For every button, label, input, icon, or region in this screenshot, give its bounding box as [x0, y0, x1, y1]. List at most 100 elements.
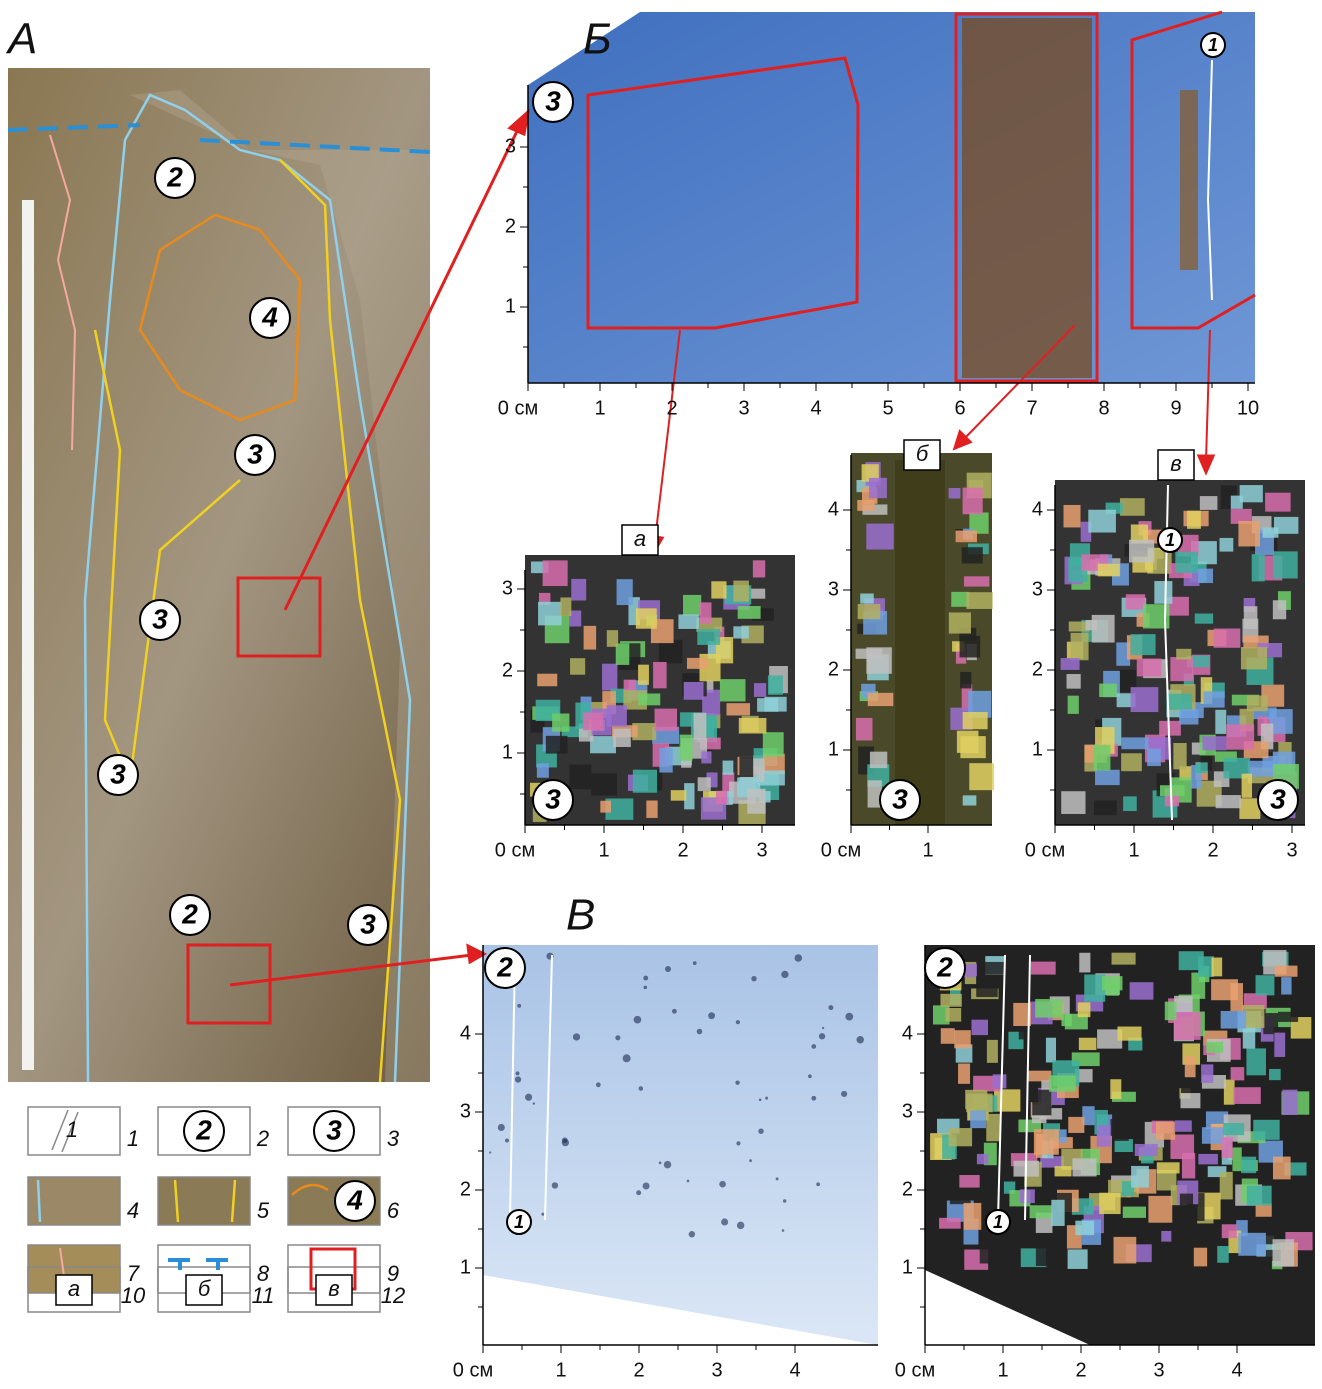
crystal: [569, 765, 591, 790]
crystal: [1170, 657, 1193, 681]
marker-label: 2: [166, 161, 183, 192]
x-tick-label: 3: [1286, 839, 1297, 861]
inclusion-band: [962, 18, 1092, 378]
inclusion: [672, 1009, 677, 1014]
crystal: [1231, 1067, 1245, 1080]
crystal: [1114, 1237, 1137, 1264]
x-tick-label: 2: [677, 839, 688, 861]
crystal: [1117, 1027, 1141, 1041]
crystal: [1112, 953, 1136, 965]
crystal: [701, 751, 711, 763]
inclusion: [644, 986, 648, 990]
crystal: [1123, 796, 1137, 811]
inclusion: [751, 976, 756, 981]
crystal: [646, 801, 657, 818]
crystal: [987, 1040, 998, 1063]
arrow-head: [510, 112, 528, 134]
inclusion: [498, 1124, 505, 1131]
crystal: [1273, 1157, 1291, 1180]
x-tick-label: 0 см: [495, 839, 535, 861]
crystal: [939, 1218, 961, 1229]
x-tick-label: 2: [1075, 1359, 1086, 1381]
crystal: [1241, 1157, 1256, 1174]
x-tick-label: 1: [594, 397, 605, 419]
crystal: [747, 789, 765, 814]
crystal: [584, 626, 597, 650]
crystal: [733, 581, 749, 602]
subpanel-label: б: [916, 441, 930, 466]
y-tick-label: 2: [902, 1178, 913, 1200]
x-tick-label: 4: [1231, 1359, 1242, 1381]
crystal: [1102, 976, 1122, 990]
crystal: [1061, 1014, 1071, 1026]
crystal: [1035, 999, 1062, 1018]
crystal: [1253, 1120, 1279, 1140]
crystal: [963, 488, 983, 515]
marker-label: 1: [514, 1212, 524, 1232]
crystal: [964, 1203, 982, 1230]
crystal: [716, 791, 727, 804]
x-tick-label: 1: [598, 839, 609, 861]
crystal: [1233, 1087, 1261, 1104]
panel-label: В: [566, 891, 595, 940]
crystal: [1174, 996, 1193, 1012]
inclusion: [489, 1151, 491, 1153]
crystal: [1098, 564, 1120, 577]
crystal: [1115, 1139, 1133, 1152]
marker-label: 1: [1165, 530, 1175, 550]
inclusion: [765, 1097, 768, 1100]
crystal: [954, 1030, 971, 1048]
y-tick-label: 1: [902, 1256, 913, 1278]
inclusion: [758, 1128, 763, 1133]
crystal: [694, 713, 707, 740]
crystal: [1046, 1239, 1065, 1266]
inclusion: [517, 1004, 521, 1008]
crystal: [1130, 634, 1155, 655]
crystal: [1092, 615, 1115, 643]
x-tick-label: 2: [1207, 839, 1218, 861]
inclusion: [515, 1076, 521, 1082]
crystal: [537, 674, 557, 687]
crystal: [1282, 1090, 1297, 1115]
crystal: [698, 777, 711, 791]
x-tick-label: 1: [1128, 839, 1139, 861]
inclusion: [719, 1181, 726, 1188]
crystal: [607, 630, 618, 647]
crystal: [986, 1114, 1000, 1141]
crystal: [1079, 1038, 1097, 1050]
crystal: [538, 602, 562, 626]
crystal: [1175, 1120, 1192, 1131]
crystal: [1068, 1249, 1088, 1269]
legend-line: [168, 1260, 228, 1270]
crystal: [1230, 983, 1243, 1011]
crystal: [1030, 1205, 1052, 1218]
y-tick-label: 3: [828, 578, 839, 600]
crystal: [720, 679, 746, 701]
crystal: [1055, 1166, 1072, 1176]
inclusion: [776, 1177, 779, 1180]
x-tick-label: 6: [954, 397, 965, 419]
y-tick-label: 2: [828, 658, 839, 680]
crystal: [1256, 975, 1275, 995]
y-tick-label: 1: [1032, 738, 1043, 760]
crystal: [970, 1111, 986, 1129]
crystal: [1196, 762, 1208, 773]
y-tick-label: 2: [1032, 658, 1043, 680]
inclusion: [541, 1213, 544, 1216]
crystal: [699, 602, 711, 623]
crystal: [1246, 1048, 1266, 1075]
x-tick-label: 1: [922, 839, 933, 861]
x-tick-label: 3: [1153, 1359, 1164, 1381]
x-tick-label: 0 см: [821, 839, 861, 861]
y-tick-label: 1: [502, 741, 513, 763]
crystal: [1061, 791, 1085, 814]
inclusion: [533, 1102, 535, 1104]
crystal: [1222, 1137, 1233, 1158]
subpanel-label: в: [1170, 451, 1181, 476]
marker-label: 2: [496, 951, 513, 982]
x-tick-label: 3: [756, 839, 767, 861]
crystal: [684, 682, 704, 700]
inclusion: [573, 1033, 580, 1040]
crystal: [636, 608, 657, 628]
crystal: [1215, 710, 1226, 734]
